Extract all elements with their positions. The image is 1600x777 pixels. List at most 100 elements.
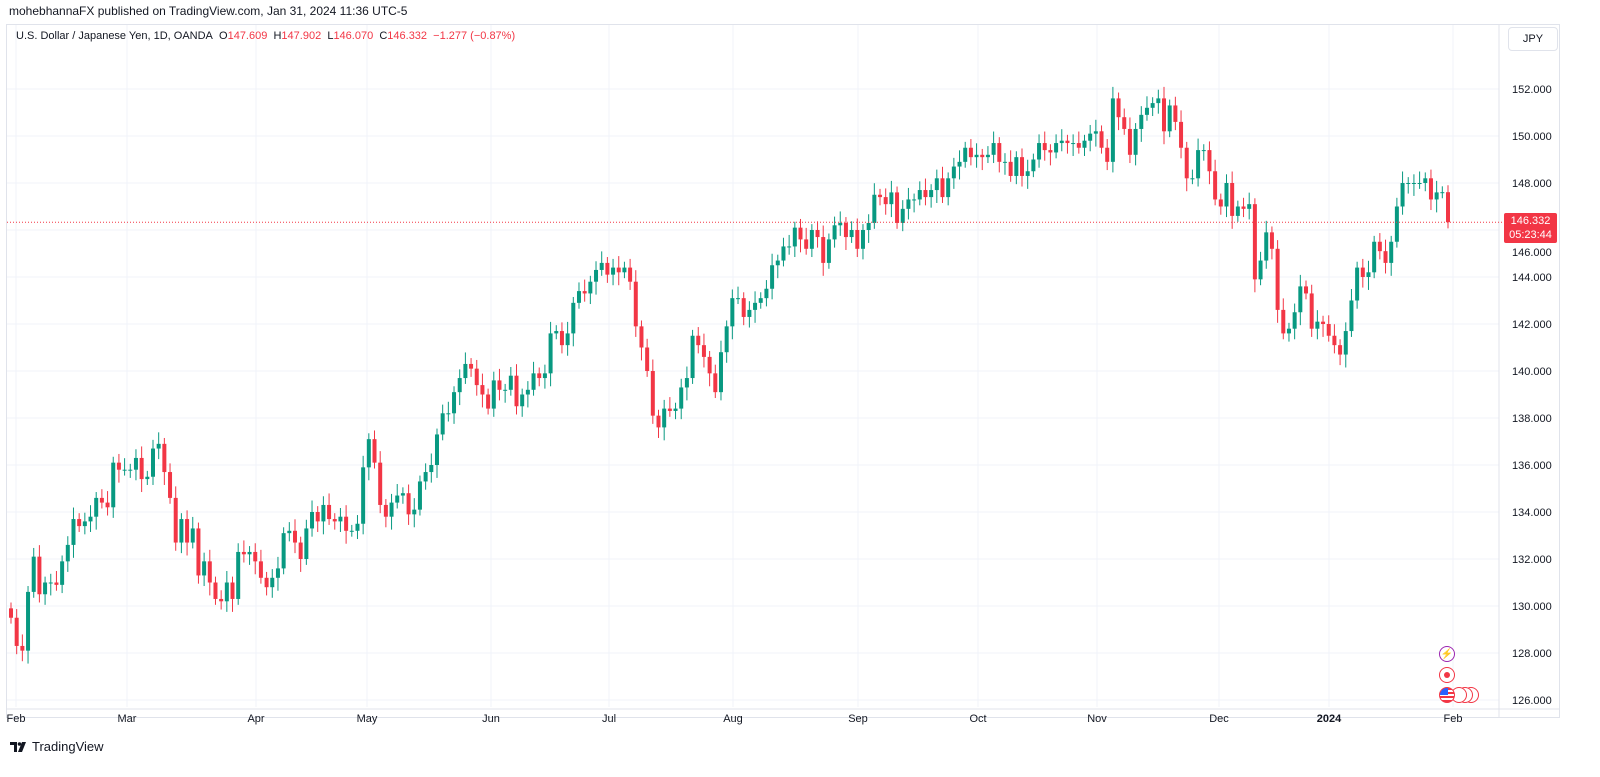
candle-body [190, 528, 195, 543]
candle-body [747, 309, 752, 317]
candle-body [633, 281, 638, 327]
candle-body [1247, 204, 1252, 209]
price-tick-label: 148.000 [1512, 178, 1552, 190]
change-value: −1.277 (−0.87%) [433, 30, 516, 42]
candle-body [548, 333, 553, 374]
us-flag-icon[interactable] [1439, 687, 1455, 703]
candle-body [26, 591, 31, 651]
candle-body [321, 504, 326, 522]
candle-body [1241, 206, 1246, 209]
candle-body [576, 291, 581, 303]
candle-body [559, 331, 564, 346]
candle-body [821, 237, 826, 263]
candle-body [838, 222, 843, 226]
candle-body [486, 394, 491, 409]
candle-body [1014, 157, 1019, 176]
candle-body [423, 472, 428, 482]
tradingview-footer[interactable]: TradingView [10, 739, 104, 754]
candle-body [378, 462, 383, 505]
candle-body [701, 345, 706, 357]
time-tick-label: Apr [247, 713, 264, 725]
candle-body [497, 380, 502, 390]
candle-body [1179, 121, 1184, 148]
candle-body [1394, 206, 1399, 242]
candle-body [531, 373, 536, 390]
candle-body [639, 326, 644, 348]
candle-body [690, 335, 695, 379]
candle-body [883, 197, 888, 205]
candle-body [565, 333, 570, 346]
candle-body [1093, 131, 1098, 134]
candle-body [1366, 272, 1371, 277]
candle-body [213, 582, 218, 599]
candle-body [878, 194, 883, 198]
candle-body [843, 222, 848, 238]
candle-body [980, 154, 985, 158]
candle-body [1269, 232, 1274, 249]
candle-body [537, 373, 542, 379]
last-price-label: 146.332 05:23:44 [1504, 213, 1557, 243]
candle-body [1150, 103, 1155, 108]
candle-body [389, 502, 394, 517]
candle-body [1196, 150, 1201, 179]
candle-body [247, 551, 252, 555]
candle-body [787, 246, 792, 248]
symbol-title[interactable]: U.S. Dollar / Japanese Yen, 1D, OANDA [16, 30, 213, 42]
candle-body [1042, 143, 1047, 151]
candle-body [1002, 161, 1007, 163]
candle-body [48, 582, 53, 584]
candle-body [1286, 328, 1291, 334]
candle-body [1071, 143, 1076, 145]
price-tick-label: 142.000 [1512, 319, 1552, 331]
currency-button[interactable]: JPY [1508, 27, 1558, 51]
price-tick-label: 132.000 [1512, 554, 1552, 566]
price-tick-label: 140.000 [1512, 366, 1552, 378]
dot-record-icon[interactable] [1439, 667, 1455, 683]
candle-body [417, 481, 422, 510]
candle-body [792, 227, 797, 247]
candle-body [1105, 147, 1110, 162]
candle-body [412, 509, 417, 515]
lightning-icon[interactable]: ⚡ [1439, 646, 1455, 662]
candle-body [383, 504, 388, 517]
candle-body [1434, 192, 1439, 200]
candle-body [133, 457, 138, 470]
candle-body [1122, 117, 1127, 129]
symbol-legend: U.S. Dollar / Japanese Yen, 1D, OANDA O1… [16, 30, 515, 42]
candle-body [1065, 140, 1070, 144]
candle-body [1031, 159, 1036, 172]
high-value: 147.902 [281, 30, 322, 42]
candle-body [684, 378, 689, 388]
candle-body [1338, 345, 1343, 355]
candle-body [185, 519, 190, 543]
candle-body [60, 561, 65, 585]
chart-frame [6, 24, 1560, 718]
candle-body [173, 497, 178, 543]
candle-body [1423, 178, 1428, 183]
candle-body [1440, 192, 1445, 194]
candle-body [270, 577, 275, 588]
candle-body [116, 462, 121, 470]
candle-body [491, 380, 496, 409]
time-tick-label: Jul [602, 713, 616, 725]
candle-body [1162, 98, 1167, 132]
candle-body [1235, 206, 1240, 216]
candle-body [895, 192, 900, 223]
time-tick-label: May [357, 713, 378, 725]
candle-body [349, 530, 354, 532]
candle-body [696, 335, 701, 346]
candle-body [571, 302, 576, 334]
candle-body [469, 363, 474, 369]
candle-body [310, 512, 315, 529]
candle-body [1281, 309, 1286, 334]
time-tick-label: Nov [1087, 713, 1107, 725]
price-tick-label: 144.000 [1512, 272, 1552, 284]
candle-body [429, 465, 434, 473]
candle-body [1059, 140, 1064, 144]
candle-body [679, 387, 684, 409]
candle-body [1309, 293, 1314, 329]
candle-body [372, 439, 377, 463]
candle-body [866, 222, 871, 230]
candle-body [1417, 183, 1422, 184]
